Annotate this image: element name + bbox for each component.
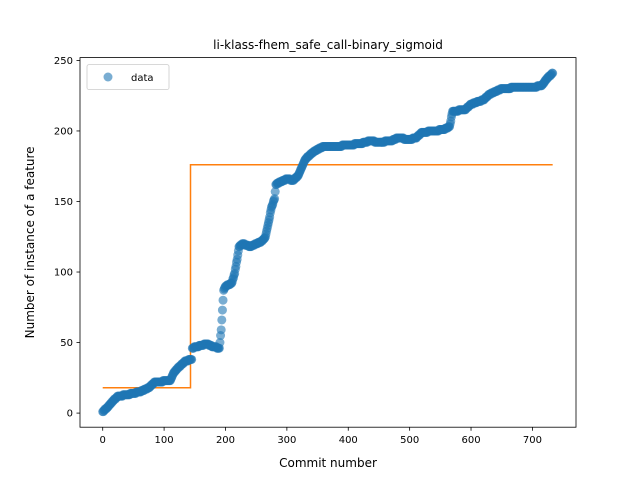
data-point xyxy=(217,315,227,325)
x-tick-label: 400 xyxy=(339,435,358,446)
y-axis-ticks: 0 50 100 150 200 250 xyxy=(54,56,80,420)
data-points-layer xyxy=(98,68,558,417)
data-point xyxy=(270,194,280,204)
y-axis-label: Number of instance of a feature xyxy=(23,146,37,338)
x-axis-ticks: 0 100 200 300 400 500 600 700 xyxy=(100,427,542,446)
y-tick-label: 150 xyxy=(54,197,73,208)
y-tick-label: 200 xyxy=(54,126,73,137)
x-tick-label: 100 xyxy=(155,435,174,446)
y-tick-label: 50 xyxy=(60,338,73,349)
x-axis-label: Commit number xyxy=(279,456,377,470)
x-tick-label: 600 xyxy=(461,435,480,446)
plot-area xyxy=(79,57,577,428)
y-tick-label: 0 xyxy=(67,409,73,420)
data-point xyxy=(216,325,226,335)
x-tick-label: 700 xyxy=(523,435,542,446)
legend: data xyxy=(86,64,170,90)
chart-title: li-klass-fhem_safe_call-binary_sigmoid xyxy=(213,38,443,52)
data-point xyxy=(270,187,280,197)
x-tick-label: 200 xyxy=(216,435,235,446)
axes-frame xyxy=(79,57,577,428)
data-point xyxy=(187,354,197,364)
x-tick-label: 500 xyxy=(400,435,419,446)
x-tick-label: 0 xyxy=(100,435,106,446)
legend-marker-data xyxy=(103,72,113,82)
y-tick-label: 250 xyxy=(54,56,73,67)
x-tick-label: 300 xyxy=(277,435,296,446)
y-tick-label: 100 xyxy=(54,268,73,279)
data-point xyxy=(217,305,227,315)
legend-box xyxy=(86,64,170,90)
legend-label-data: data xyxy=(131,73,154,84)
data-point xyxy=(218,295,228,305)
data-point xyxy=(548,68,558,78)
data-point xyxy=(215,338,225,348)
axes-background xyxy=(80,57,576,428)
